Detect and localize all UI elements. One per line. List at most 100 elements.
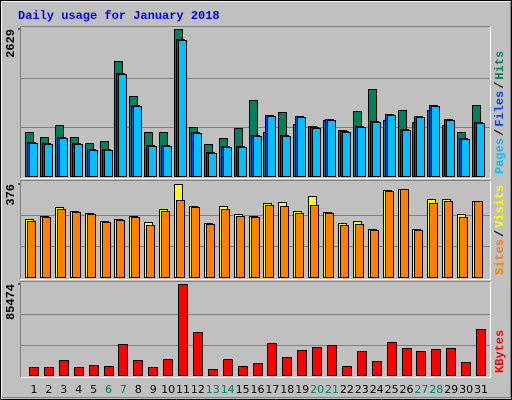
bar <box>118 74 127 177</box>
bar <box>342 366 352 376</box>
bar <box>251 217 260 278</box>
bar <box>325 213 334 278</box>
bar <box>72 212 81 278</box>
bar <box>312 128 321 177</box>
bar <box>161 211 170 278</box>
bar <box>193 332 203 376</box>
bar <box>176 200 185 278</box>
x-tick-label: 18 <box>280 383 294 396</box>
bar <box>208 153 217 177</box>
bar <box>74 144 83 177</box>
x-tick-label: 26 <box>400 383 414 396</box>
y-tick-label: 2629 <box>4 29 18 58</box>
bar <box>295 213 304 278</box>
bar <box>206 224 215 278</box>
bar <box>57 209 66 278</box>
bar <box>208 369 218 376</box>
bar <box>253 363 263 376</box>
x-tick-label: 24 <box>370 383 384 396</box>
bar <box>267 343 277 376</box>
legend-entry: Visits <box>493 185 507 228</box>
x-tick-label: 7 <box>120 383 127 396</box>
bar <box>387 342 397 376</box>
x-tick-label: 25 <box>385 383 399 396</box>
x-tick-label: 22 <box>340 383 354 396</box>
x-tick-label: 19 <box>295 383 309 396</box>
bar <box>370 230 379 278</box>
x-tick-label: 31 <box>474 383 488 396</box>
bar <box>59 360 69 376</box>
bar <box>44 367 54 376</box>
bar <box>223 147 232 177</box>
bar <box>116 220 125 278</box>
bar <box>191 207 200 278</box>
bar <box>29 367 39 376</box>
bar <box>327 120 336 177</box>
bar <box>104 150 113 177</box>
bar <box>42 217 51 278</box>
bar <box>431 349 441 376</box>
bar <box>265 205 274 278</box>
x-tick-label: 13 <box>206 383 220 396</box>
bar <box>133 106 142 177</box>
bar <box>340 225 349 278</box>
bar <box>238 366 248 376</box>
bar <box>27 221 36 278</box>
legend-entry: Hits <box>493 51 507 80</box>
panel <box>20 281 491 378</box>
bar <box>253 136 262 177</box>
bar <box>133 360 143 376</box>
bar <box>429 203 438 278</box>
bar <box>131 217 140 278</box>
bar <box>400 189 409 278</box>
x-tick-label: 10 <box>161 383 175 396</box>
x-tick-label: 12 <box>191 383 205 396</box>
legend-entry: Sites <box>493 239 507 275</box>
x-tick-label: 20 <box>310 383 324 396</box>
bar <box>102 222 111 278</box>
x-tick-label: 14 <box>221 383 235 396</box>
bar <box>385 191 394 278</box>
bar <box>280 206 289 278</box>
panel-light <box>20 180 491 280</box>
bar <box>387 115 396 177</box>
bar <box>461 139 470 177</box>
bar <box>178 284 188 376</box>
bar <box>416 117 425 177</box>
bar <box>476 329 486 376</box>
bar <box>163 146 172 177</box>
bar <box>446 348 456 376</box>
bar <box>193 133 202 177</box>
x-tick-label: 8 <box>135 383 142 396</box>
bar <box>372 122 381 177</box>
bar <box>236 216 245 278</box>
bar <box>221 209 230 278</box>
bar <box>148 146 157 177</box>
legend: KBytes <box>493 330 507 373</box>
x-tick-label: 4 <box>75 383 82 396</box>
bar <box>29 143 38 177</box>
legend: Pages / Files / Hits <box>493 51 507 174</box>
bar <box>163 359 173 376</box>
bar <box>238 147 247 177</box>
x-tick-label: 29 <box>444 383 458 396</box>
bar <box>223 359 233 376</box>
y-tick-label: 376 <box>4 184 18 206</box>
chart-title: Daily usage for January 2018 <box>18 9 220 23</box>
bar <box>59 138 68 177</box>
x-tick-label: 6 <box>105 383 112 396</box>
y-tick-label: 85474 <box>4 284 18 320</box>
x-tick-label: 9 <box>150 383 157 396</box>
legend-entry: Pages <box>493 138 507 174</box>
bar <box>402 348 412 376</box>
bar <box>357 351 367 376</box>
panel-light <box>20 26 491 179</box>
bar <box>87 214 96 278</box>
bar <box>310 205 319 278</box>
panel-dark <box>20 180 491 280</box>
bar <box>446 120 455 177</box>
x-tick-label: 23 <box>355 383 369 396</box>
bar <box>148 367 158 376</box>
x-tick-label: 2 <box>45 383 52 396</box>
x-tick-label: 11 <box>176 383 190 396</box>
